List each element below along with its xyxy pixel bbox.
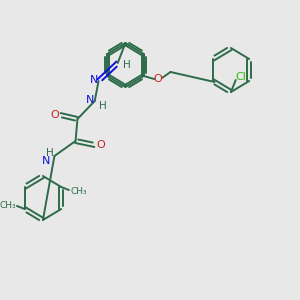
Text: N: N xyxy=(90,75,98,85)
Text: CH₃: CH₃ xyxy=(0,200,16,209)
Text: H: H xyxy=(98,101,106,111)
Text: O: O xyxy=(154,74,163,84)
Text: H: H xyxy=(46,148,53,158)
Text: CH₃: CH₃ xyxy=(70,187,87,196)
Text: N: N xyxy=(86,95,94,105)
Text: Cl: Cl xyxy=(235,72,246,82)
Text: N: N xyxy=(42,156,50,166)
Text: O: O xyxy=(96,140,105,150)
Text: H: H xyxy=(124,60,131,70)
Text: O: O xyxy=(50,110,59,120)
